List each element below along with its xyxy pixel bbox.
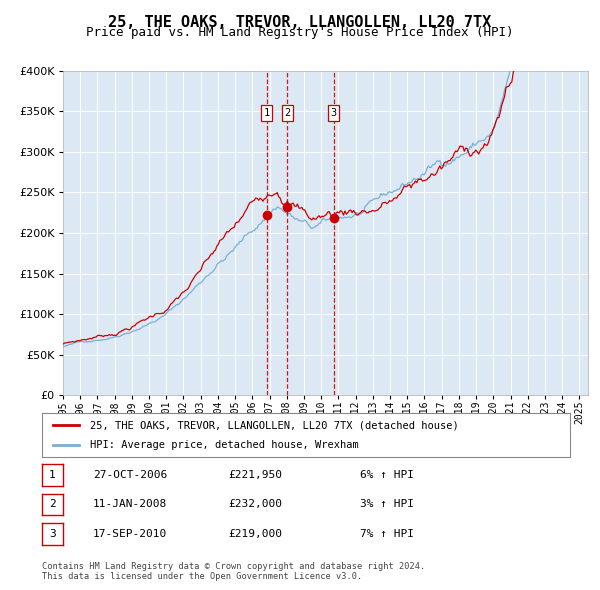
Text: 2: 2 [49,500,56,509]
Text: 7% ↑ HPI: 7% ↑ HPI [360,529,414,539]
Text: 3% ↑ HPI: 3% ↑ HPI [360,500,414,509]
Text: £219,000: £219,000 [228,529,282,539]
Text: 6% ↑ HPI: 6% ↑ HPI [360,470,414,480]
Text: This data is licensed under the Open Government Licence v3.0.: This data is licensed under the Open Gov… [42,572,362,581]
Text: 1: 1 [263,108,270,118]
Text: 25, THE OAKS, TREVOR, LLANGOLLEN, LL20 7TX: 25, THE OAKS, TREVOR, LLANGOLLEN, LL20 7… [109,15,491,30]
Text: £221,950: £221,950 [228,470,282,480]
Text: 2: 2 [284,108,290,118]
Text: Price paid vs. HM Land Registry's House Price Index (HPI): Price paid vs. HM Land Registry's House … [86,26,514,39]
Text: 11-JAN-2008: 11-JAN-2008 [93,500,167,509]
Text: 1: 1 [49,470,56,480]
Text: 3: 3 [331,108,337,118]
Text: Contains HM Land Registry data © Crown copyright and database right 2024.: Contains HM Land Registry data © Crown c… [42,562,425,571]
Text: £232,000: £232,000 [228,500,282,509]
Text: 27-OCT-2006: 27-OCT-2006 [93,470,167,480]
Text: 17-SEP-2010: 17-SEP-2010 [93,529,167,539]
Text: 25, THE OAKS, TREVOR, LLANGOLLEN, LL20 7TX (detached house): 25, THE OAKS, TREVOR, LLANGOLLEN, LL20 7… [89,421,458,430]
Text: 3: 3 [49,529,56,539]
Text: HPI: Average price, detached house, Wrexham: HPI: Average price, detached house, Wrex… [89,440,358,450]
